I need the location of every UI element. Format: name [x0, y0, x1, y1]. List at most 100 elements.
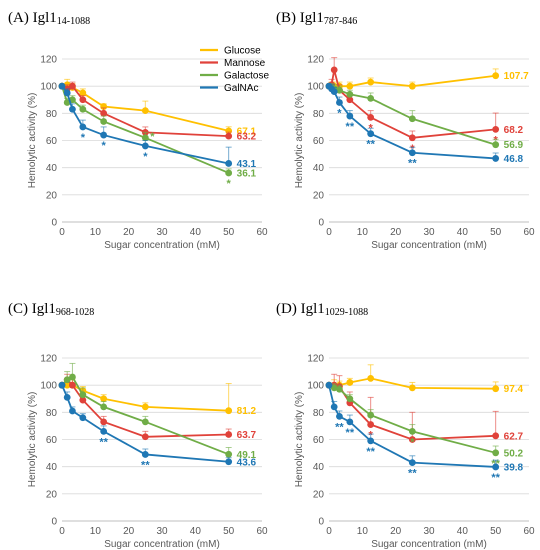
- data-point: [141, 403, 149, 411]
- legend-entry: GalNAc: [224, 83, 258, 94]
- data-point: [141, 418, 149, 426]
- x-tick-label: 60: [256, 526, 268, 537]
- data-point: [79, 391, 87, 399]
- end-value-label: 43.1: [237, 159, 257, 170]
- data-point: [492, 72, 500, 80]
- data-point: [408, 134, 416, 142]
- data-point: [141, 451, 149, 458]
- x-tick-label: 30: [156, 227, 168, 238]
- data-point: [141, 134, 149, 142]
- data-point: [141, 433, 149, 441]
- x-tick-label: 60: [523, 526, 535, 537]
- data-point: [346, 82, 354, 90]
- x-tick-label: 10: [357, 526, 369, 537]
- data-point: [100, 131, 108, 139]
- significance-marker: *: [227, 178, 232, 190]
- y-tick-label: 40: [313, 163, 325, 174]
- panel-residues: 14-1088: [57, 16, 90, 27]
- chart-panel-a: (A) Igl114-1088 0 20 40 60 80 100 120 0 10 20 30 40 5…: [8, 10, 269, 251]
- x-tick-label: 50: [490, 526, 502, 537]
- end-value-label: 39.8: [504, 462, 524, 473]
- significance-marker: **: [99, 436, 108, 448]
- end-value-label: 36.1: [237, 168, 257, 179]
- data-point: [408, 115, 416, 123]
- panel-protein: Igl1: [32, 301, 56, 317]
- x-tick-label: 20: [390, 526, 402, 537]
- y-tick-label: 120: [307, 354, 324, 365]
- series-galnac: ** ** 43.6: [58, 381, 257, 471]
- data-point: [225, 160, 233, 167]
- end-value-label: 56.9: [504, 140, 524, 151]
- y-tick-label: 0: [51, 218, 57, 229]
- x-tick-label: 40: [190, 526, 202, 537]
- panel-title: (C) Igl1968-1028: [8, 301, 94, 318]
- y-tick-label: 100: [307, 381, 324, 392]
- series-mannose: *62.7: [325, 373, 524, 443]
- data-point: [225, 458, 233, 466]
- chart-panel-c: (C) Igl1968-1028 0 20 40 60 80 100 120 0 10 20 30 40…: [8, 301, 268, 550]
- legend-entry: Glucose: [224, 46, 261, 57]
- x-tick-label: 40: [457, 526, 469, 537]
- y-tick-label: 100: [307, 82, 324, 93]
- data-point: [100, 403, 108, 411]
- end-value-label: 49.1: [237, 450, 257, 461]
- significance-marker: *: [337, 107, 342, 119]
- end-value-label: 46.8: [504, 154, 524, 165]
- y-tick-label: 100: [40, 82, 57, 93]
- series-galnac: ***43.1: [58, 82, 257, 170]
- end-value-label: 81.2: [237, 406, 257, 417]
- x-axis-label: Sugar concentration (mM): [371, 539, 487, 550]
- x-tick-label: 20: [123, 227, 135, 238]
- x-axis-label: Sugar concentration (mM): [104, 240, 220, 251]
- y-tick-label: 40: [313, 462, 325, 473]
- data-point: [63, 393, 71, 401]
- x-tick-label: 50: [223, 526, 235, 537]
- panel-letter: (A): [8, 10, 33, 26]
- data-point: [367, 94, 375, 102]
- y-tick-label: 60: [313, 435, 325, 446]
- x-tick-label: 40: [190, 227, 202, 238]
- data-point: [225, 431, 233, 438]
- data-point: [367, 114, 375, 121]
- data-point: [58, 82, 66, 90]
- panel-letter: (C): [8, 301, 32, 317]
- data-point: [346, 96, 354, 104]
- x-tick-label: 0: [59, 227, 65, 238]
- data-point: [492, 463, 500, 471]
- panel-residues: 968-1028: [56, 307, 94, 318]
- x-tick-label: 0: [326, 227, 332, 238]
- data-point: [100, 109, 108, 117]
- data-point: [492, 432, 500, 440]
- x-tick-label: 10: [357, 227, 369, 238]
- y-tick-label: 20: [46, 489, 58, 500]
- data-point: [408, 459, 416, 466]
- data-point: [79, 105, 87, 113]
- y-axis-label: Hemolytic activity (%): [27, 392, 38, 488]
- panel-residues: 787-846: [324, 16, 357, 27]
- data-point: [79, 396, 87, 404]
- data-point: [225, 132, 233, 140]
- x-tick-label: 20: [123, 526, 135, 537]
- significance-marker: *: [81, 132, 86, 144]
- end-value-label: 68.2: [504, 125, 524, 136]
- data-point: [336, 385, 343, 393]
- significance-marker: **: [408, 468, 417, 480]
- data-point: [69, 381, 76, 389]
- data-point: [63, 376, 71, 384]
- significance-marker: **: [408, 158, 417, 170]
- data-point: [330, 403, 338, 411]
- significance-marker: *: [150, 131, 155, 143]
- data-point: [492, 125, 500, 133]
- end-value-label: 62.7: [504, 431, 524, 442]
- panel-protein: Igl1: [300, 10, 324, 26]
- panel-protein: Igl1: [33, 10, 57, 26]
- series-glucose: 97.4: [325, 364, 524, 395]
- panel-letter: (D): [276, 301, 301, 317]
- x-tick-label: 10: [90, 227, 102, 238]
- significance-marker: **: [141, 459, 150, 471]
- y-tick-label: 0: [318, 218, 324, 229]
- significance-marker: **: [335, 421, 344, 433]
- data-point: [408, 436, 416, 443]
- x-tick-label: 50: [223, 227, 235, 238]
- series-galnac: ******* 46.8: [325, 82, 524, 170]
